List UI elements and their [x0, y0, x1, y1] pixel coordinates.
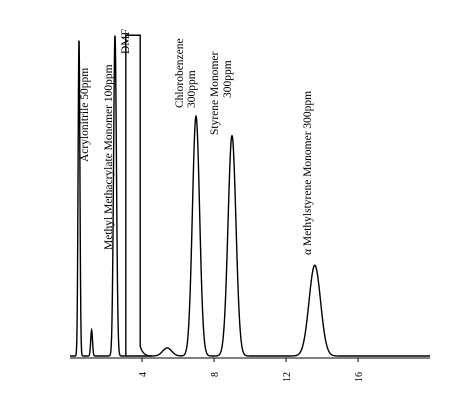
trace-layer	[70, 34, 430, 357]
x-tick-label-2: 12	[282, 372, 293, 382]
label-acrylonitrile: Acrylonitrile 50ppm	[79, 68, 91, 162]
label-chlorobenzene-conc: 300ppm	[186, 70, 198, 108]
chromatogram-trace	[70, 35, 430, 357]
label-dmf: DMF	[120, 29, 132, 54]
x-tick-label-1: 8	[210, 372, 221, 377]
label-styrene: Styrene Monomer	[209, 51, 221, 135]
label-methylstyrene: α Methylstyrene Monomer 300ppm	[302, 91, 314, 255]
x-axis-ticks: 4 8 12 16	[138, 358, 365, 382]
label-methyl-methacrylate: Methyl Methacrylate Monomer 100ppm	[103, 64, 115, 250]
x-tick-label-0: 4	[138, 372, 149, 377]
label-styrene-conc: 300ppm	[222, 60, 234, 98]
x-tick-label-3: 16	[354, 372, 365, 382]
peak-dmf	[125, 34, 153, 357]
label-chlorobenzene: Chlorobenzene	[174, 38, 186, 108]
